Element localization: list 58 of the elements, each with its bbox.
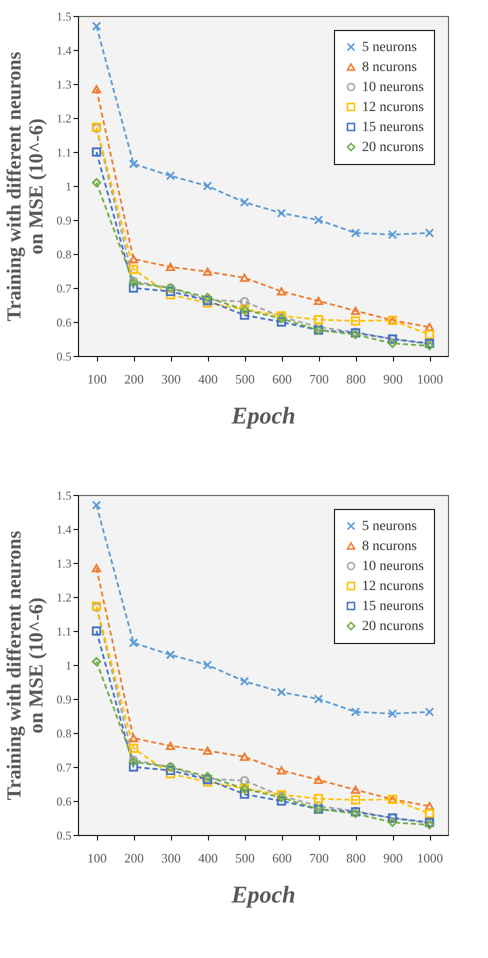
y-tick-label: 0.6: [56, 316, 72, 330]
y-tick-label: 0.5: [56, 828, 72, 842]
legend-label: 12 ncurons: [362, 100, 424, 115]
x-axis-title: Epoch: [230, 882, 296, 908]
x-tick-label: 700: [309, 850, 329, 866]
y-tick-label: 0.8: [56, 726, 72, 740]
legend-label: 15 neurons: [362, 599, 424, 614]
y-tick-label: 1: [66, 658, 72, 672]
x-tick-label: 900: [383, 850, 403, 866]
legend-label: 20 ncurons: [362, 140, 424, 155]
y-tick-label: 0.9: [56, 214, 72, 228]
legend-label: 20 ncurons: [362, 619, 424, 634]
x-tick-label: 400: [198, 372, 218, 386]
legend-label: 15 neurons: [362, 120, 424, 135]
y-tick-label: 1.5: [56, 10, 72, 24]
y-tick-label: 1: [66, 180, 72, 194]
y-tick-label: 1.4: [56, 522, 72, 536]
x-tick-label: 200: [124, 372, 144, 386]
y-tick-label: 0.9: [56, 692, 72, 706]
y-tick-label: 1.2: [56, 112, 72, 126]
legend-label: 10 neurons: [362, 559, 424, 574]
y-tick-label: 1.5: [56, 488, 72, 502]
legend-label: 5 neurons: [362, 40, 417, 55]
y-tick-label: 1.2: [56, 590, 72, 604]
x-tick-label: 100: [87, 850, 107, 866]
y-axis-title: Training with different neurons on MSE (10^-6): [4, 530, 48, 800]
x-tick-label: 600: [272, 850, 292, 866]
y-tick-label: 1.4: [56, 44, 72, 58]
x-axis-title: Epoch: [230, 404, 296, 430]
y-axis-title: Training with different neurons on MSE (10^-6): [4, 52, 48, 322]
x-tick-label: 700: [309, 372, 329, 386]
y-tick-label: 1.1: [56, 624, 72, 638]
x-tick-label: 900: [383, 372, 403, 386]
y-tick-label: 1.1: [56, 146, 72, 160]
y-tick-label: 0.7: [56, 760, 72, 774]
x-tick-label: 1000: [417, 372, 443, 386]
x-tick-label: 500: [235, 372, 255, 386]
legend-label: 12 ncurons: [362, 579, 424, 594]
x-tick-label: 100: [87, 372, 107, 386]
x-tick-label: 800: [346, 850, 366, 866]
x-tick-label: 300: [161, 372, 181, 386]
x-tick-label: 300: [161, 850, 181, 866]
legend-label: 5 neurons: [362, 519, 417, 534]
x-tick-label: 200: [124, 850, 144, 866]
y-tick-label: 1.3: [56, 556, 72, 570]
legend-label: 8 ncurons: [362, 60, 417, 75]
x-tick-label: 600: [272, 372, 292, 386]
x-tick-label: 500: [235, 850, 255, 866]
x-tick-label: 1000: [417, 850, 443, 866]
x-tick-label: 400: [198, 850, 218, 866]
y-tick-label: 0.8: [56, 248, 72, 262]
legend-label: 8 ncurons: [362, 539, 417, 554]
y-tick-label: 0.5: [56, 350, 72, 364]
y-tick-label: 0.7: [56, 282, 72, 296]
x-tick-label: 800: [346, 372, 366, 386]
y-tick-label: 0.6: [56, 794, 72, 808]
legend-label: 10 neurons: [362, 80, 424, 95]
y-tick-label: 1.3: [56, 78, 72, 92]
